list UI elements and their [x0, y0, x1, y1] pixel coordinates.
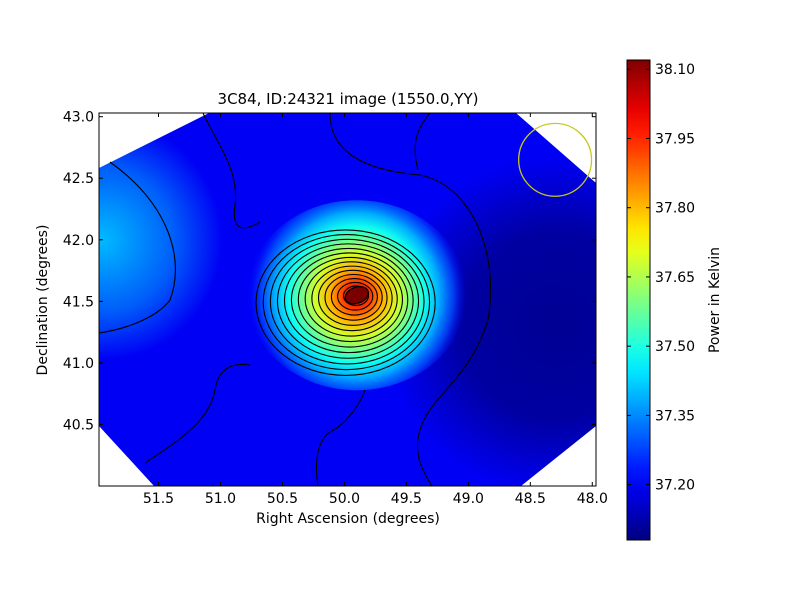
contour-line — [414, 113, 431, 171]
beam-circle — [518, 122, 593, 197]
masked-corner — [521, 426, 596, 486]
contour-line — [290, 252, 409, 348]
x-tick-label: 50.5 — [267, 491, 298, 507]
contour-line — [337, 281, 374, 311]
plot-frame — [98, 112, 597, 487]
contour-line — [329, 113, 492, 486]
x-tick-label: 49.5 — [391, 491, 422, 507]
contour-line — [144, 363, 251, 464]
chart-title: 3C84, ID:24321 image (1550.0,YY) — [218, 90, 479, 108]
beam-marker — [518, 122, 593, 197]
contour-line — [304, 261, 398, 337]
masked-corner — [99, 113, 209, 168]
colorbar-tick-label: 37.65 — [655, 270, 695, 286]
contour-line — [283, 247, 414, 354]
x-tick-label: 48.5 — [515, 491, 546, 507]
y-tick-label: 41.0 — [63, 356, 94, 372]
x-tick-label: 50.0 — [329, 491, 360, 507]
x-tick-label: 49.0 — [453, 491, 484, 507]
colorbar-ticks: 37.20 37.35 37.50 37.65 37.80 37.95 38.10 — [627, 62, 695, 494]
x-tick-label: 51.5 — [143, 491, 174, 507]
contour-line — [311, 265, 393, 332]
y-tick-label: 43.0 — [63, 110, 94, 126]
contour-line — [297, 256, 404, 343]
colorbar-frame — [626, 59, 651, 541]
colorbar-tick-label: 37.95 — [655, 131, 695, 147]
colorbar-tick-label: 37.20 — [655, 478, 695, 494]
x-tick-label: 48.0 — [577, 491, 608, 507]
contours — [99, 113, 492, 486]
x-axis-ticks: 51.5 51.0 50.5 50.0 49.5 49.0 48.5 48.0 — [143, 113, 608, 507]
y-axis-ticks: 40.5 41.0 41.5 42.0 42.5 43.0 — [63, 110, 596, 433]
colorbar-label: Power in Kelvin — [707, 247, 723, 353]
contour-line — [330, 277, 378, 316]
y-tick-label: 42.0 — [63, 233, 94, 249]
masked-corner — [99, 426, 154, 486]
contour-line — [202, 113, 261, 229]
x-axis-label: Right Ascension (degrees) — [256, 511, 440, 527]
contour-line — [276, 243, 420, 359]
colorbar — [627, 60, 650, 540]
colorbar-tick-label: 37.35 — [655, 408, 695, 424]
colorbar-tick-label: 37.80 — [655, 201, 695, 217]
y-axis-label: Declination (degrees) — [35, 225, 51, 376]
contour-line — [255, 229, 436, 376]
contour-line — [317, 269, 388, 326]
colorbar-tick-label: 38.10 — [655, 62, 695, 78]
colorbar-tick-label: 37.50 — [655, 339, 695, 355]
contour-line — [324, 273, 383, 321]
y-tick-label: 40.5 — [63, 417, 94, 433]
contour-line — [262, 234, 431, 371]
contour-line — [269, 238, 425, 365]
contour-line — [315, 389, 366, 486]
source-core — [344, 286, 369, 305]
x-tick-label: 51.0 — [205, 491, 236, 507]
contour-line — [99, 161, 176, 334]
y-tick-label: 41.5 — [63, 294, 94, 310]
y-tick-label: 42.5 — [63, 171, 94, 187]
